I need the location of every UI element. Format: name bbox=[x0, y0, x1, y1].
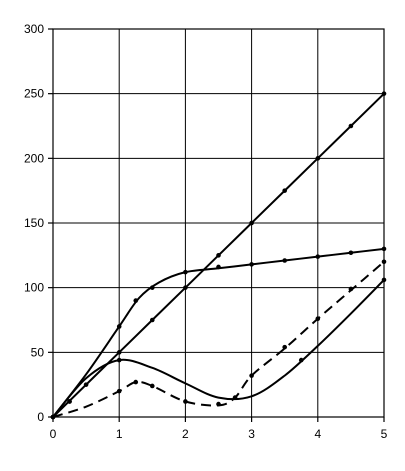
series-3-point bbox=[67, 399, 72, 404]
series-2-point bbox=[315, 254, 321, 259]
series-group bbox=[50, 91, 387, 420]
x-tick-label: 2 bbox=[182, 427, 189, 441]
axes bbox=[48, 28, 385, 422]
y-tick-label: 150 bbox=[24, 216, 44, 230]
series-1-point bbox=[282, 188, 288, 193]
series-2-point bbox=[249, 262, 254, 267]
x-tick-label: 5 bbox=[381, 427, 388, 441]
series-3-point bbox=[116, 357, 122, 363]
series-3-point bbox=[298, 357, 304, 363]
series-3 bbox=[50, 277, 387, 420]
series-4-point bbox=[133, 379, 139, 385]
y-tick-label: 300 bbox=[24, 22, 44, 36]
y-tick-label: 50 bbox=[31, 345, 45, 359]
series-1-point bbox=[249, 220, 254, 226]
series-1-point bbox=[348, 123, 354, 129]
series-4-point bbox=[116, 388, 122, 394]
series-2-line bbox=[52, 247, 385, 418]
series-4-line bbox=[52, 261, 385, 418]
series-2-point bbox=[133, 298, 139, 303]
series-4 bbox=[50, 259, 387, 420]
series-4-point bbox=[348, 286, 354, 292]
y-tick-label: 200 bbox=[24, 151, 44, 165]
series-1-point bbox=[116, 350, 122, 355]
series-3-line bbox=[52, 279, 385, 418]
series-1-point bbox=[216, 253, 221, 258]
series-4-point bbox=[249, 373, 254, 378]
series-2-point bbox=[216, 264, 221, 270]
y-tick-label: 0 bbox=[37, 410, 44, 424]
series-1-point bbox=[381, 91, 387, 96]
series-4-point bbox=[282, 344, 288, 350]
series-3-point bbox=[381, 277, 387, 283]
y-tick-label: 100 bbox=[24, 281, 44, 295]
x-tick-label: 0 bbox=[50, 427, 57, 441]
x-tick-label: 3 bbox=[248, 427, 255, 441]
series-2 bbox=[50, 246, 387, 420]
series-2-point bbox=[282, 258, 288, 263]
series-1-point bbox=[315, 156, 321, 161]
plot-frame bbox=[52, 28, 385, 418]
series-4-point bbox=[315, 316, 321, 322]
series-4-point bbox=[216, 401, 221, 407]
series-1-point bbox=[150, 317, 155, 323]
series-2-point bbox=[183, 269, 188, 275]
series-2-point bbox=[348, 250, 354, 256]
series-4-point bbox=[183, 399, 188, 404]
series-2-point bbox=[116, 324, 122, 329]
series-2-point bbox=[381, 246, 387, 252]
x-tick-label: 4 bbox=[314, 427, 321, 441]
series-4-point bbox=[381, 259, 387, 265]
series-2-point bbox=[150, 285, 155, 290]
x-tick-label: 1 bbox=[116, 427, 123, 441]
y-tick-label: 250 bbox=[24, 87, 44, 101]
grid bbox=[52, 28, 385, 418]
series-4-point bbox=[150, 383, 155, 389]
series-1-point bbox=[183, 285, 188, 290]
series-4-point bbox=[50, 414, 56, 420]
series-1-point bbox=[83, 382, 89, 387]
